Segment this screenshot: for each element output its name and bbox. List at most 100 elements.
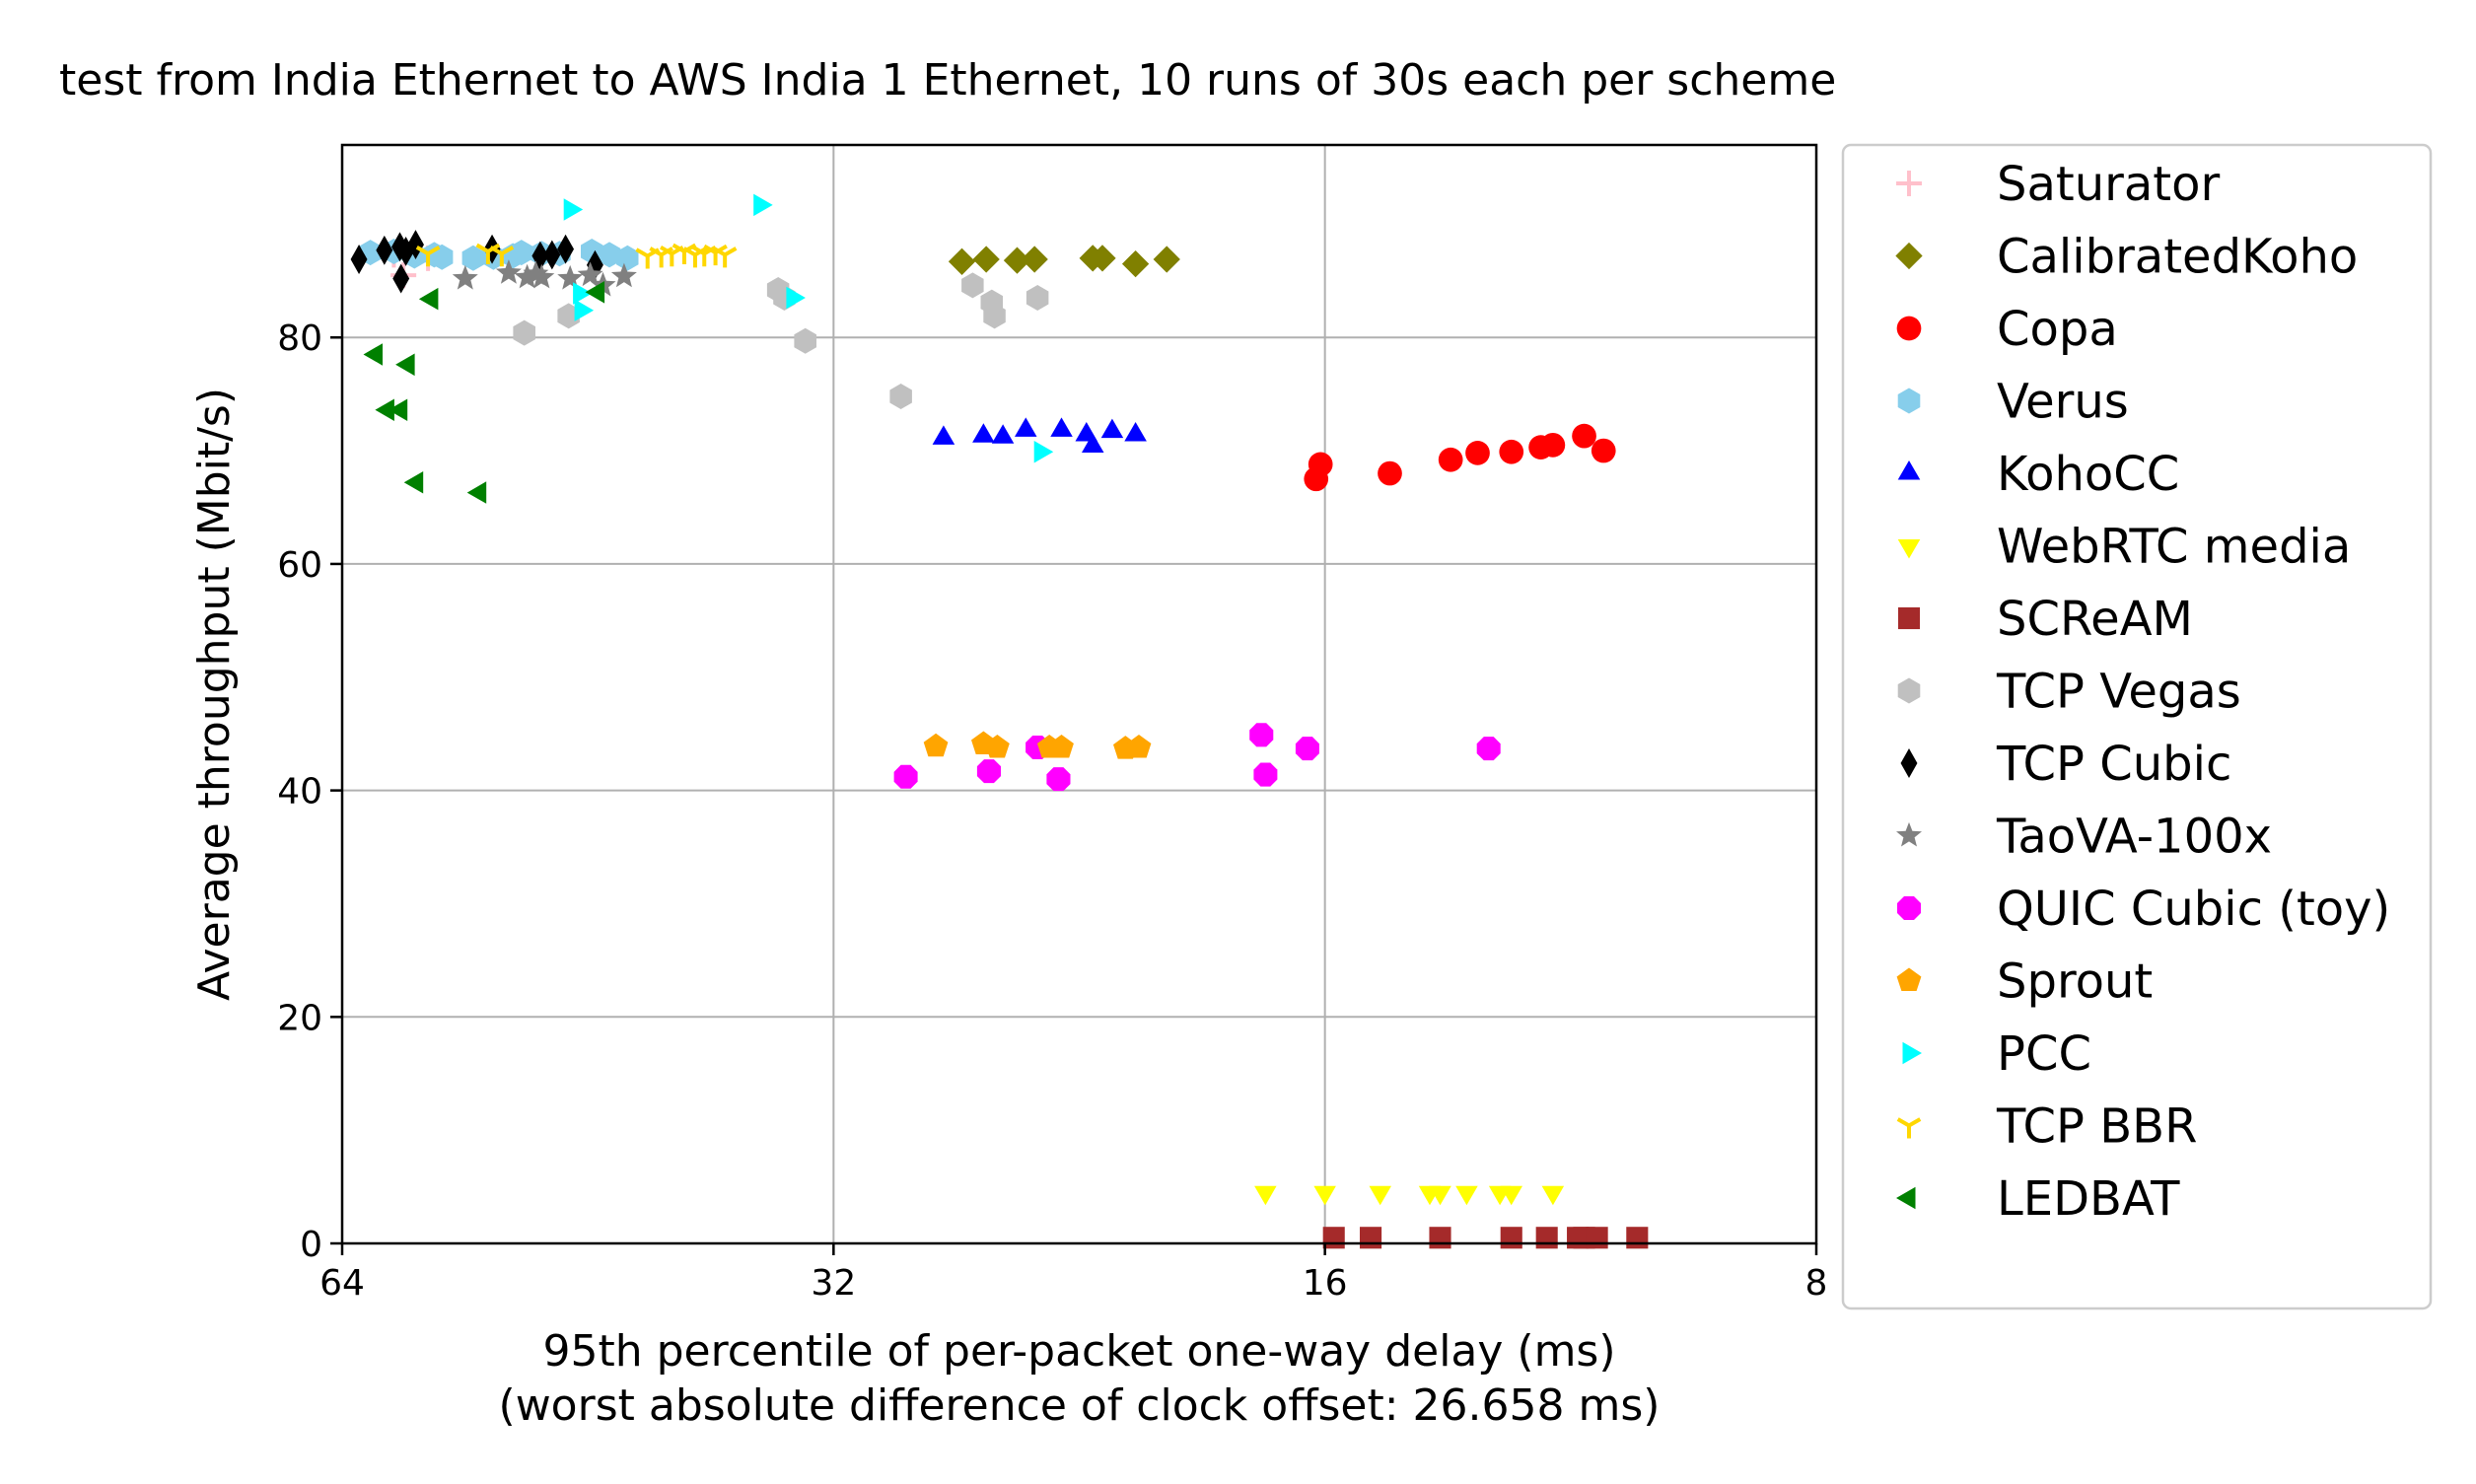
data-point-taova-100x bbox=[610, 262, 637, 288]
legend-label-verus: Verus bbox=[1997, 375, 2129, 430]
data-point-taova-100x bbox=[514, 263, 540, 289]
legend-label-scream: SCReAM bbox=[1997, 592, 2193, 647]
y-axis-label: Average throughput (Mbit/s) bbox=[189, 388, 240, 1001]
legend-marker-tcp-cubic bbox=[1900, 748, 1918, 778]
data-point-taova-100x bbox=[523, 260, 549, 285]
series-copa bbox=[1304, 423, 1616, 492]
x-tick-label: 32 bbox=[811, 1263, 856, 1304]
data-point-scream bbox=[1535, 1227, 1558, 1249]
legend-label-copa: Copa bbox=[1997, 302, 2118, 357]
legend-marker-verus bbox=[1897, 388, 1921, 414]
legend-marker-tcp-bbr bbox=[1896, 1117, 1922, 1139]
data-point-sprout bbox=[985, 735, 1010, 758]
data-point-webrtc-media bbox=[1369, 1185, 1391, 1206]
data-point-scream bbox=[1322, 1227, 1345, 1249]
series-calibratedkoho bbox=[948, 245, 1180, 278]
data-point-tcp-vegas bbox=[794, 327, 816, 354]
data-point-kohocc bbox=[1082, 433, 1104, 453]
data-point-pcc bbox=[786, 286, 806, 310]
data-point-pcc bbox=[574, 299, 595, 321]
data-point-sprout bbox=[1049, 735, 1074, 758]
x-axis-label: 95th percentile of per-packet one-way de… bbox=[542, 1326, 1615, 1377]
legend-marker-taova-100x bbox=[1896, 821, 1922, 847]
legend-label-tcp-vegas: TCP Vegas bbox=[1996, 665, 2241, 720]
y-tick-label: 80 bbox=[277, 318, 322, 359]
data-point-ledbat bbox=[395, 353, 415, 377]
data-point-tcp-cubic bbox=[543, 240, 561, 270]
data-point-kohocc bbox=[1050, 417, 1073, 437]
plot-frame bbox=[340, 143, 1818, 1245]
legend-label-quic-cubic-toy: QUIC Cubic (toy) bbox=[1997, 882, 2390, 937]
data-point-ledbat bbox=[388, 398, 408, 421]
data-point-quic-cubic-toy bbox=[893, 764, 918, 789]
legend-label-sprout: Sprout bbox=[1997, 954, 2153, 1010]
data-point-copa bbox=[1438, 447, 1463, 472]
y-tick-label: 60 bbox=[277, 545, 322, 586]
data-point-sprout bbox=[923, 733, 949, 757]
data-point-calibratedkoho bbox=[1121, 249, 1150, 278]
data-point-tcp-vegas bbox=[983, 303, 1006, 329]
data-point-copa bbox=[1465, 441, 1490, 465]
data-point-taova-100x bbox=[557, 264, 584, 290]
data-point-quic-cubic-toy bbox=[1046, 767, 1071, 792]
data-point-tcp-cubic bbox=[392, 263, 410, 294]
legend-label-ledbat: LEDBAT bbox=[1997, 1171, 2180, 1227]
data-point-pcc bbox=[1033, 441, 1054, 463]
chart-title: test from India Ethernet to AWS India 1 … bbox=[59, 55, 1836, 106]
data-point-ledbat bbox=[466, 481, 487, 504]
series-pcc bbox=[563, 193, 1054, 463]
data-point-copa bbox=[1378, 460, 1402, 486]
data-point-tcp-vegas bbox=[961, 272, 984, 299]
data-point-tcp-vegas bbox=[557, 303, 580, 329]
legend-marker-tcp-vegas bbox=[1897, 677, 1921, 704]
data-point-taova-100x bbox=[495, 259, 522, 284]
legend-marker-calibratedkoho bbox=[1895, 242, 1923, 270]
data-point-quic-cubic-toy bbox=[1249, 723, 1274, 747]
data-point-ledbat bbox=[418, 287, 439, 311]
legend-marker-kohocc bbox=[1897, 460, 1921, 480]
data-point-scream bbox=[1586, 1227, 1608, 1249]
series-tcp-vegas bbox=[513, 272, 1049, 409]
data-point-scream bbox=[1360, 1227, 1382, 1249]
legend-marker-copa bbox=[1896, 316, 1922, 341]
data-point-pcc bbox=[573, 282, 593, 305]
legend-label-saturator: Saturator bbox=[1997, 157, 2220, 212]
data-point-tcp-vegas bbox=[889, 384, 912, 409]
data-point-webrtc-media bbox=[1313, 1185, 1336, 1206]
data-point-calibratedkoho bbox=[1153, 246, 1180, 273]
data-point-calibratedkoho bbox=[948, 247, 976, 275]
legend-box bbox=[1841, 143, 2433, 1310]
legend-label-taova-100x: TaoVA-100x bbox=[1996, 810, 2272, 865]
legend-marker-webrtc-media bbox=[1897, 539, 1921, 559]
data-point-tcp-bbr bbox=[415, 246, 441, 267]
data-point-pcc bbox=[563, 198, 584, 221]
data-point-webrtc-media bbox=[1541, 1185, 1565, 1206]
data-point-verus bbox=[510, 240, 533, 266]
data-point-tcp-cubic bbox=[407, 230, 424, 260]
data-point-ledbat bbox=[403, 471, 424, 494]
legend-label-webrtc-media: WebRTC media bbox=[1997, 520, 2351, 575]
legend-label-pcc: PCC bbox=[1997, 1026, 2091, 1082]
data-point-kohocc bbox=[972, 423, 995, 443]
y-tick-label: 0 bbox=[300, 1225, 322, 1265]
legend-marker-quic-cubic-toy bbox=[1897, 896, 1921, 920]
data-point-kohocc bbox=[991, 424, 1015, 444]
series-kohocc bbox=[932, 417, 1147, 453]
data-point-calibratedkoho bbox=[1003, 247, 1031, 274]
data-point-verus bbox=[598, 242, 621, 268]
legend-label-tcp-bbr: TCP BBR bbox=[1996, 1099, 2197, 1155]
legend-label-tcp-cubic: TCP Cubic bbox=[1996, 737, 2231, 792]
data-point-scream bbox=[1429, 1227, 1451, 1249]
data-point-tcp-bbr bbox=[712, 247, 738, 268]
series-ledbat bbox=[363, 281, 605, 504]
series-tcp-cubic bbox=[350, 230, 603, 294]
data-point-quic-cubic-toy bbox=[976, 759, 1001, 784]
data-point-kohocc bbox=[1100, 418, 1124, 439]
x-axis-sublabel: (worst absolute difference of clock offs… bbox=[499, 1380, 1661, 1431]
x-tick-label: 16 bbox=[1303, 1263, 1348, 1304]
y-tick-label: 40 bbox=[277, 772, 322, 813]
data-point-tcp-cubic bbox=[531, 241, 549, 271]
grid-layer bbox=[342, 145, 1816, 1243]
series-tcp-bbr bbox=[415, 243, 738, 269]
